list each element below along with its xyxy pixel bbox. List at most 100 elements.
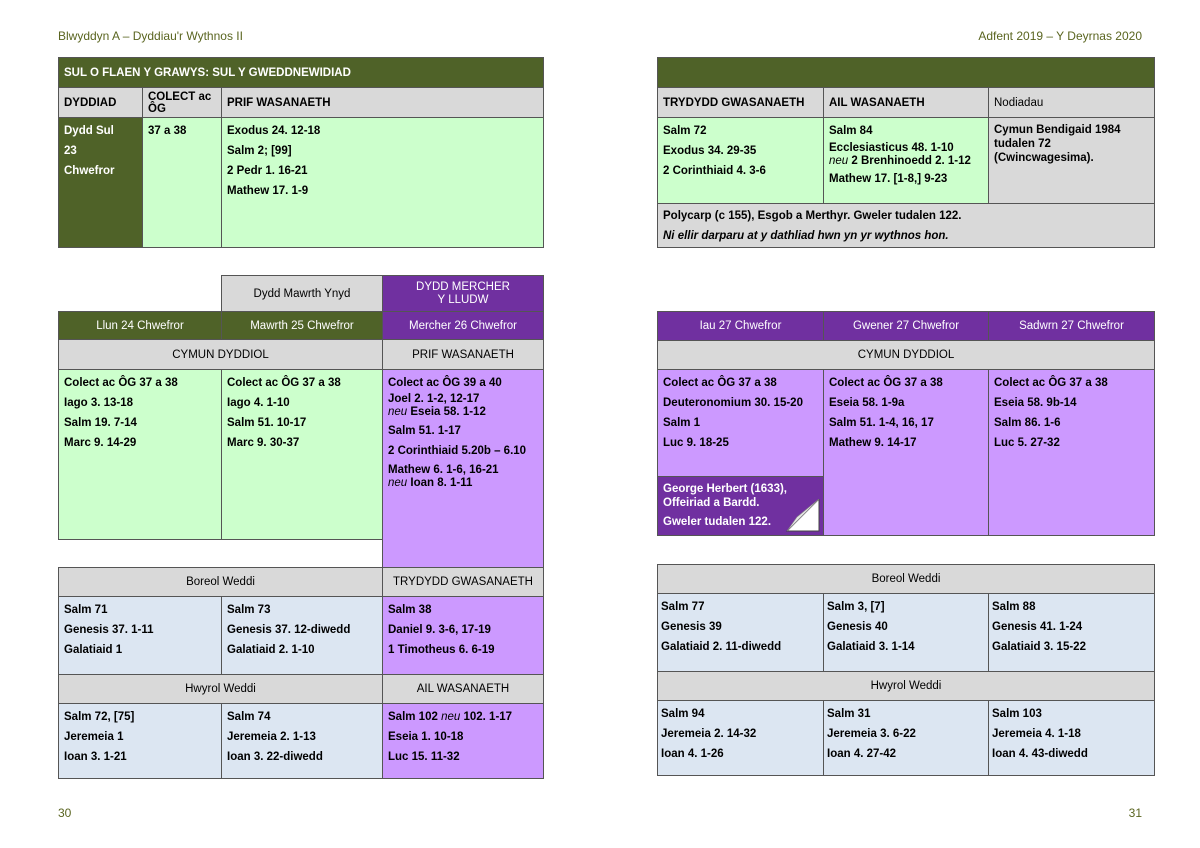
reading: Eseia 58. 1-12 [410,406,486,418]
reading: Salm 102 [388,711,438,723]
monday-morning-prayer: Salm 71 Genesis 37. 1-11 Galatiaid 1 [58,596,222,675]
reading: Colect ac ÔG 37 a 38 [64,377,178,389]
reading: Jeremeia 1 [64,731,124,743]
reading-alt: neu Ioan 8. 1-11 [388,477,538,490]
reading: Luc 9. 18-25 [663,437,729,449]
third-service-readings: Salm 72 Exodus 34. 29-35 2 Corinthiaid 4… [657,117,824,204]
reading: Salm 51. 1-17 [388,425,461,437]
reading: Ecclesiasticus 48. 1-10 [829,142,954,154]
second-service-header: AIL WASANAETH [382,674,544,704]
sunday-collect-cell: 37 a 38 [142,117,222,248]
reading: Genesis 41. 1-24 [992,621,1083,633]
reading: Exodus 24. 12-18 [227,125,321,137]
neu-text: neu [388,406,408,418]
reading: Colect ac ÔG 37 a 38 [663,377,777,389]
col-header-day: DYDDIAD [58,87,143,118]
daily-communion-header: CYMUN DYDDIOL [657,340,1155,370]
reading: Jeremeia 2. 14-32 [661,728,757,740]
reading: Galatiaid 3. 1-14 [827,641,915,653]
reading: 102. 1-17 [463,711,513,723]
date-line: 23 [64,145,77,157]
tuesday-communion: Colect ac ÔG 37 a 38 Iago 4. 1-10 Salm 5… [221,369,383,540]
col-header-notes: Nodiadau [987,87,1156,118]
reading-alt: neu Eseia 58. 1-12 [388,406,538,419]
herbert-line: Offeiriad a Bardd. [663,497,760,509]
reading: Salm 103 [992,708,1042,720]
morning-prayer-header: Boreol Weddi [657,564,1155,594]
reading: Ioan 3. 1-21 [64,751,127,763]
reading: Salm 84 [829,125,873,137]
reading: Luc 15. 11-32 [388,751,460,763]
reading: Mathew 6. 1-6, 16-21 [388,464,499,476]
monday-evening-prayer: Salm 72, [75] Jeremeia 1 Ioan 3. 1-21 [58,703,222,779]
reading: Luc 5. 27-32 [994,437,1060,449]
page-number-left: 30 [58,806,72,820]
notes-cell: Cymun Bendigaid 1984 tudalen 72 (Cwincwa… [987,117,1156,204]
evening-prayer-header: Hwyrol Weddi [58,674,383,704]
day-header-thursday: Iau 27 Chwefror [657,311,824,341]
sunday-date-cell: Dydd Sul 23 Chwefror [58,117,143,248]
reading-alt: neu 2 Brenhinoedd 2. 1-12 [829,155,983,168]
commemoration-line: Polycarp (c 155), Esgob a Merthyr. Gwele… [663,210,962,222]
reading: Salm 3, [7] [827,601,885,613]
reading: Colect ac ÔG 39 a 40 [388,377,502,389]
commemoration-note: Polycarp (c 155), Esgob a Merthyr. Gwele… [656,203,1156,248]
reading: Eseia 58. 1-9a [829,397,905,409]
reading: 2 Brenhinoedd 2. 1-12 [851,155,971,167]
running-header-right: Adfent 2019 – Y Deyrnas 2020 [978,29,1142,43]
page-number-right: 31 [1128,806,1142,820]
running-header-left: Blwyddyn A – Dyddiau'r Wythnos II [58,29,243,43]
reading: Salm 31 [827,708,871,720]
reading: Mathew 17. 1-9 [227,185,309,197]
reading: Genesis 37. 12-diwedd [227,624,351,636]
sunday-title-bar [656,57,1156,88]
col-header-second-service: AIL WASANAETH [823,87,989,118]
sunday-services-table: TRYDYDD GWASANAETH AIL WASANAETH Nodiada… [656,57,1156,248]
reading: Jeremeia 3. 6-22 [827,728,916,740]
wednesday-second-service: Salm 102 neu 102. 1-17 Eseia 1. 10-18 Lu… [382,703,544,779]
evening-prayer-header: Hwyrol Weddi [657,671,1155,701]
ash-wednesday-readings: Colect ac ÔG 39 a 40 Joel 2. 1-2, 12-17 … [382,369,544,568]
reading: Ioan 3. 22-diwedd [227,751,323,763]
friday-morning-prayer: Salm 3, [7] Genesis 40 Galatiaid 3. 1-14 [823,593,989,672]
page-curl-icon [785,499,820,532]
day-header-saturday: Sadwrn 27 Chwefror [988,311,1155,341]
notes-text: Cymun Bendigaid 1984 tudalen 72 (Cwincwa… [994,124,1121,164]
neu-text: neu [829,155,849,167]
reading: Genesis 39 [661,621,722,633]
commemoration-herbert: George Herbert (1633), Offeiriad a Bardd… [657,476,824,536]
reading: Galatiaid 2. 1-10 [227,644,315,656]
reading: Salm 38 [388,604,432,616]
reading: Salm 94 [661,708,705,720]
reading: Salm 86. 1-6 [994,417,1061,429]
saturday-evening-prayer: Salm 103 Jeremeia 4. 1-18 Ioan 4. 43-diw… [988,700,1155,776]
day-header-friday: Gwener 27 Chwefror [823,311,989,341]
sunday-main-table: SUL O FLAEN Y GRAWYS: SUL Y GWEDDNEWIDIA… [57,57,545,248]
reading: Salm 73 [227,604,271,616]
date-line: Dydd Sul [64,125,114,137]
col-header-collect: COLECT ac ÔG [142,87,222,118]
reading: Eseia 1. 10-18 [388,731,464,743]
reading: Colect ac ÔG 37 a 38 [994,377,1108,389]
commemoration-line-italic: Ni ellir darparu at y dathliad hwn yn yr… [663,230,949,242]
reading: 2 Corinthiaid 4. 3-6 [663,165,766,177]
saturday-morning-prayer: Salm 88 Genesis 41. 1-24 Galatiaid 3. 15… [988,593,1155,672]
reading: Iago 3. 13-18 [64,397,134,409]
reading: Genesis 40 [827,621,888,633]
reading: Ioan 8. 1-11 [410,477,473,489]
reading: Ioan 4. 43-diwedd [992,748,1088,760]
empty-cell [59,276,222,312]
herbert-line: Gweler tudalen 122. [663,516,772,528]
shrove-tuesday-label: Dydd Mawrth Ynyd [221,275,383,312]
reading: 2 Corinthiaid 5.20b – 6.10 [388,445,527,457]
reading: Jeremeia 2. 1-13 [227,731,316,743]
reading: Iago 4. 1-10 [227,397,290,409]
sunday-title: SUL O FLAEN Y GRAWYS: SUL Y GWEDDNEWIDIA… [57,57,545,88]
second-service-readings: Salm 84 Ecclesiasticus 48. 1-10 neu 2 Br… [823,117,989,204]
reading: Daniel 9. 3-6, 17-19 [388,624,491,636]
reading: Mathew 9. 14-17 [829,437,917,449]
neu-text: neu [388,477,408,489]
thursday-communion: Colect ac ÔG 37 a 38 Deuteronomium 30. 1… [657,369,824,477]
reading: Marc 9. 14-29 [64,437,137,449]
reading: Eseia 58. 9b-14 [994,397,1077,409]
